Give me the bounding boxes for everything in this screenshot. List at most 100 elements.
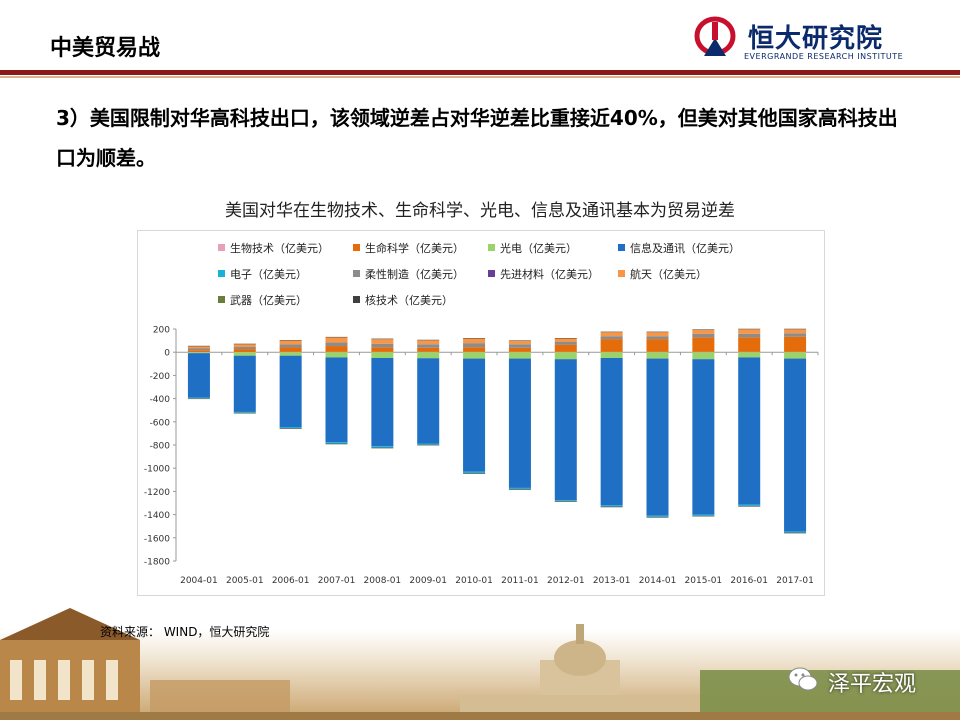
bar-segment	[279, 347, 302, 352]
header-divider-accent	[0, 76, 960, 78]
bar-segment	[325, 442, 348, 444]
bar-segment	[600, 506, 623, 507]
bar-segment	[279, 428, 302, 429]
bar-segment	[600, 332, 623, 337]
y-tick-label: -1800	[144, 558, 170, 568]
bar-segment	[738, 352, 761, 358]
bar-segment	[417, 347, 440, 352]
bar-segment	[600, 339, 623, 352]
bar-segment	[325, 443, 348, 445]
bar-segment	[738, 329, 761, 334]
bar-segment	[279, 355, 302, 428]
bar-segment	[554, 352, 577, 360]
bar-segment	[371, 338, 394, 340]
bar-segment	[692, 514, 715, 516]
y-tick-label: 0	[164, 349, 170, 359]
bar-segment	[279, 352, 302, 356]
source-note: 资料来源： WIND，恒大研究院	[100, 625, 270, 639]
bar-segment	[463, 352, 486, 359]
bar-segment	[692, 352, 715, 360]
bar-segment	[233, 346, 256, 350]
y-tick-label: -200	[150, 372, 171, 382]
bar-segment	[554, 338, 577, 342]
legend-swatch	[353, 270, 360, 277]
legend-label: 核技术（亿美元）	[365, 293, 453, 307]
bar-segment	[646, 516, 669, 518]
bar-segment	[325, 336, 348, 338]
bar-segment	[508, 352, 531, 359]
bar-segment	[325, 357, 348, 443]
bar-segment	[554, 344, 577, 352]
watermark: 泽平宏观	[786, 662, 946, 698]
bar-segment	[554, 338, 577, 339]
bar-segment	[554, 351, 577, 353]
legend-label: 航天（亿美元）	[630, 267, 707, 281]
legend-label: 武器（亿美元）	[230, 294, 307, 307]
chart-frame: 生物技术（亿美元） 生命科学（亿美元） 光电（亿美元） 信息及通讯（亿美元） 电子（亿美…	[137, 230, 825, 596]
y-tick-label: -1600	[144, 534, 170, 544]
bar-segment	[508, 487, 531, 490]
bar-segment	[692, 337, 715, 352]
bar-segment	[279, 344, 302, 348]
bar-segment	[646, 351, 669, 353]
bar-segment	[187, 398, 210, 400]
watermark-text: 泽平宏观	[828, 672, 917, 697]
bar-segment	[508, 340, 531, 341]
bar-segment	[554, 501, 577, 502]
x-tick-label: 2007-01	[318, 576, 356, 586]
x-tick-label: 2006-01	[272, 576, 310, 586]
bar-segment	[279, 427, 302, 429]
bar-segment	[371, 347, 394, 352]
bar-segment	[463, 473, 486, 474]
legend-swatch	[488, 244, 495, 251]
x-tick-label: 2017-01	[776, 576, 814, 586]
bar-segment	[554, 501, 577, 502]
x-tick-label: 2005-01	[226, 576, 264, 586]
logo-subtitle: EVERGRANDE RESEARCH INSTITUTE	[744, 52, 904, 61]
bar-segment	[371, 352, 394, 358]
bar-segment	[738, 351, 761, 353]
y-tick-label: 200	[153, 326, 170, 336]
bar-segment	[784, 328, 807, 330]
bar-segment	[508, 489, 531, 490]
bar-segment	[187, 353, 210, 398]
bar-segment	[417, 444, 440, 446]
bar-segment	[692, 515, 715, 517]
legend-swatch	[218, 296, 225, 303]
header-divider	[0, 70, 960, 75]
bar-segment	[600, 506, 623, 508]
bar-segment	[692, 333, 715, 338]
bar-segment	[325, 352, 348, 358]
legend-label: 柔性制造（亿美元）	[365, 267, 464, 281]
bar-segment	[279, 340, 302, 341]
stacked-bar-chart: 生物技术（亿美元） 生命科学（亿美元） 光电（亿美元） 信息及通讯（亿美元） 电子（亿美…	[144, 241, 819, 586]
bar-segment	[233, 411, 256, 413]
bar-segment	[279, 340, 302, 345]
bar-segment	[417, 351, 440, 353]
bar-segment	[784, 351, 807, 353]
bar-segment	[508, 489, 531, 490]
bar-segment	[371, 446, 394, 448]
bar-segment	[371, 447, 394, 449]
bar-segment	[233, 349, 256, 352]
chart-title: 美国对华在生物技术、生命科学、光电、信息及通讯基本为贸易逆差	[225, 201, 735, 221]
bar-segment	[784, 336, 807, 352]
bar-segment	[692, 329, 715, 334]
legend-swatch	[618, 270, 625, 277]
bar-segment	[325, 443, 348, 444]
bar-segment	[646, 358, 669, 516]
bar-segment	[600, 505, 623, 507]
x-tick-label: 2015-01	[685, 576, 723, 586]
x-tick-label: 2016-01	[730, 576, 768, 586]
bar-segment	[508, 358, 531, 488]
bar-segment	[233, 344, 256, 347]
bar-segment	[692, 351, 715, 353]
x-tick-label: 2014-01	[639, 576, 677, 586]
bar-segment	[738, 328, 761, 330]
bar-segment	[463, 343, 486, 348]
bar-segment	[325, 346, 348, 352]
bar-segment	[784, 532, 807, 534]
y-tick-label: -600	[150, 418, 171, 428]
bar-segment	[233, 355, 256, 412]
legend-label: 先进材料（亿美元）	[500, 267, 599, 281]
